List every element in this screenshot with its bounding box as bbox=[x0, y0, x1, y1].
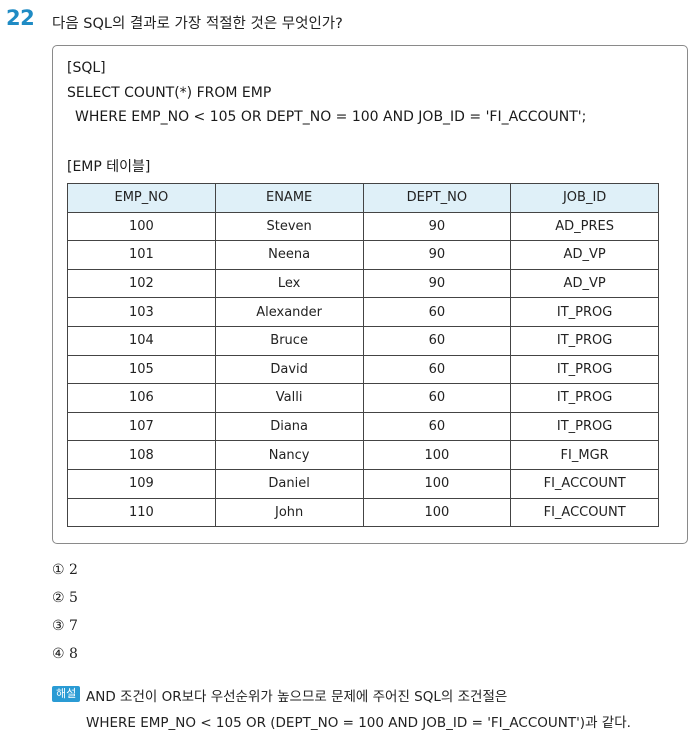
table-row: 101 Neena 90 AD_VP bbox=[67, 240, 659, 270]
header-job-id: JOB_ID bbox=[510, 183, 659, 213]
option-4[interactable]: ④ 8 bbox=[52, 646, 78, 662]
header-ename: ENAME bbox=[214, 183, 364, 213]
table-row: 103 Alexander 60 IT_PROG bbox=[67, 297, 659, 327]
cell: FI_ACCOUNT bbox=[510, 497, 659, 528]
cell: David bbox=[214, 354, 364, 385]
cell: 100 bbox=[362, 497, 512, 528]
cell: FI_ACCOUNT bbox=[510, 468, 659, 499]
explanation-line-1: AND 조건이 OR보다 우선순위가 높으므로 문제에 주어진 SQL의 조건절… bbox=[86, 689, 508, 705]
table-row: 110 John 100 FI_ACCOUNT bbox=[67, 497, 659, 528]
header-dept-no: DEPT_NO bbox=[362, 183, 512, 213]
cell: 102 bbox=[67, 268, 216, 299]
cell: 60 bbox=[362, 325, 512, 356]
explanation-badge: 해설 bbox=[52, 686, 81, 702]
explanation-line-2: WHERE EMP_NO < 105 OR (DEPT_NO = 100 AND… bbox=[86, 715, 631, 731]
question-text: 다음 SQL의 결과로 가장 적절한 것은 무엇인가? bbox=[52, 16, 343, 32]
table-row: 104 Bruce 60 IT_PROG bbox=[67, 325, 659, 356]
question-box: [SQL] SELECT COUNT(*) FROM EMP WHERE EMP… bbox=[52, 45, 688, 544]
cell: IT_PROG bbox=[510, 325, 659, 356]
cell: 110 bbox=[67, 497, 216, 528]
table-row: 107 Diana 60 IT_PROG bbox=[67, 411, 659, 442]
cell: 100 bbox=[362, 468, 512, 499]
table-row: 108 Nancy 100 FI_MGR bbox=[67, 440, 659, 470]
cell: 109 bbox=[67, 468, 216, 499]
cell: Neena bbox=[214, 240, 364, 270]
cell: 100 bbox=[362, 440, 512, 470]
cell: 107 bbox=[67, 411, 216, 442]
cell: FI_MGR bbox=[510, 440, 659, 470]
cell: 90 bbox=[362, 268, 512, 299]
table-heading: [EMP 테이블] bbox=[67, 159, 151, 175]
cell: IT_PROG bbox=[510, 354, 659, 385]
table-header-row: EMP_NO ENAME DEPT_NO JOB_ID bbox=[67, 183, 659, 213]
table-row: 106 Valli 60 IT_PROG bbox=[67, 383, 659, 413]
cell: Valli bbox=[214, 383, 364, 413]
question-number: 22 bbox=[6, 6, 35, 30]
option-1[interactable]: ① 2 bbox=[52, 562, 78, 578]
option-2[interactable]: ② 5 bbox=[52, 590, 78, 606]
cell: Nancy bbox=[214, 440, 364, 470]
table-row: 102 Lex 90 AD_VP bbox=[67, 268, 659, 299]
table-row: 105 David 60 IT_PROG bbox=[67, 354, 659, 385]
cell: 60 bbox=[362, 297, 512, 327]
cell: IT_PROG bbox=[510, 411, 659, 442]
cell: AD_PRES bbox=[510, 211, 659, 242]
cell: 60 bbox=[362, 383, 512, 413]
table-row: 109 Daniel 100 FI_ACCOUNT bbox=[67, 468, 659, 499]
cell: Diana bbox=[214, 411, 364, 442]
header-emp-no: EMP_NO bbox=[67, 183, 216, 213]
cell: Bruce bbox=[214, 325, 364, 356]
cell: IT_PROG bbox=[510, 383, 659, 413]
cell: IT_PROG bbox=[510, 297, 659, 327]
cell: 90 bbox=[362, 211, 512, 242]
sql-line-2: WHERE EMP_NO < 105 OR DEPT_NO = 100 AND … bbox=[75, 109, 587, 125]
cell: Steven bbox=[214, 211, 364, 242]
cell: 105 bbox=[67, 354, 216, 385]
cell: Daniel bbox=[214, 468, 364, 499]
cell: John bbox=[214, 497, 364, 528]
cell: 108 bbox=[67, 440, 216, 470]
cell: 106 bbox=[67, 383, 216, 413]
sql-heading: [SQL] bbox=[67, 60, 106, 76]
cell: AD_VP bbox=[510, 240, 659, 270]
cell: AD_VP bbox=[510, 268, 659, 299]
cell: 104 bbox=[67, 325, 216, 356]
cell: 101 bbox=[67, 240, 216, 270]
cell: 60 bbox=[362, 354, 512, 385]
cell: Lex bbox=[214, 268, 364, 299]
cell: 103 bbox=[67, 297, 216, 327]
emp-table: EMP_NO ENAME DEPT_NO JOB_ID 100 Steven 90 A… bbox=[67, 183, 659, 528]
option-3[interactable]: ③ 7 bbox=[52, 618, 78, 634]
table-row: 100 Steven 90 AD_PRES bbox=[67, 211, 659, 242]
cell: 90 bbox=[362, 240, 512, 270]
cell: 100 bbox=[67, 211, 216, 242]
cell: 60 bbox=[362, 411, 512, 442]
sql-line-1: SELECT COUNT(*) FROM EMP bbox=[67, 85, 272, 101]
cell: Alexander bbox=[214, 297, 364, 327]
